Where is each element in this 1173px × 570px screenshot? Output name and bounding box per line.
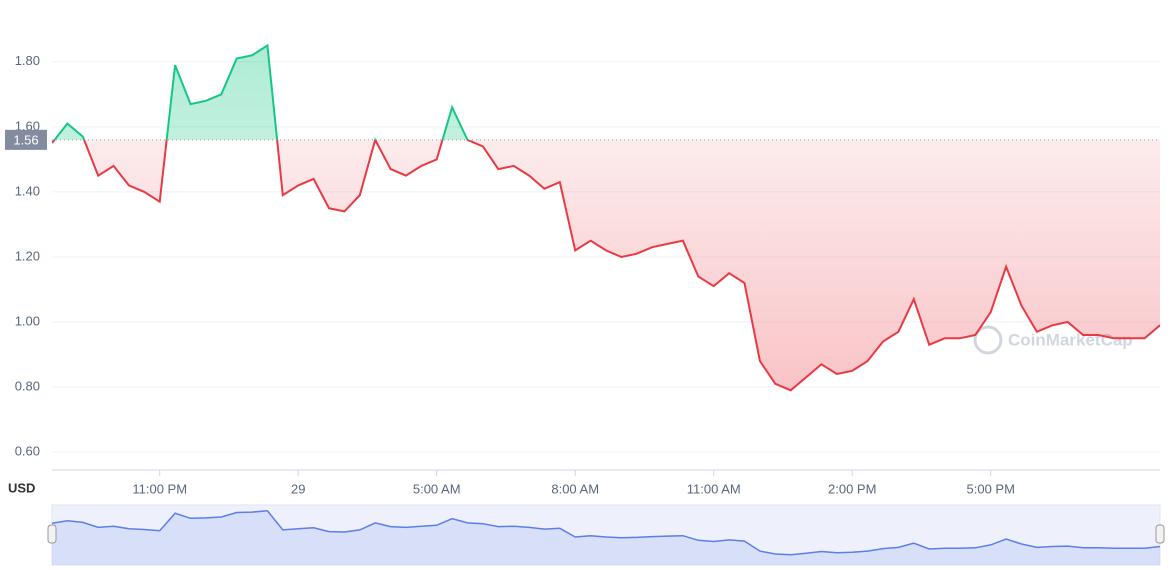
- y-tick-label: 1.60: [15, 118, 40, 133]
- x-tick-label: 2:00 PM: [828, 481, 876, 496]
- y-tick-label: 1.80: [15, 53, 40, 68]
- y-tick-label: 0.80: [15, 378, 40, 393]
- x-tick-label: 11:00 AM: [687, 481, 741, 496]
- area-down: [52, 139, 1160, 391]
- y-tick-label: 0.60: [15, 444, 40, 459]
- y-tick-label: 1.00: [15, 313, 40, 328]
- x-tick-label: 5:00 AM: [413, 481, 461, 496]
- price-line-down: [52, 139, 1160, 392]
- navigator-line: [51, 510, 1161, 556]
- y-tick-label: 1.40: [15, 183, 40, 198]
- x-tick-label: 5:00 PM: [967, 481, 1015, 496]
- navigator-area: [52, 510, 1160, 565]
- watermark-logo: [973, 325, 1003, 355]
- y-tick-label: 1.20: [15, 248, 40, 263]
- reference-badge: [5, 129, 47, 150]
- price-line-up: [53, 43, 470, 140]
- x-tick-label: 11:00 PM: [132, 481, 187, 496]
- area-up: [54, 45, 468, 140]
- navigator-handle[interactable]: [1155, 524, 1165, 544]
- navigator-handle[interactable]: [47, 524, 57, 544]
- x-tick-label: 29: [291, 481, 305, 496]
- x-tick-label: 8:00 AM: [551, 481, 599, 496]
- currency-label: USD: [8, 480, 35, 495]
- reference-label: 1.56: [13, 132, 38, 147]
